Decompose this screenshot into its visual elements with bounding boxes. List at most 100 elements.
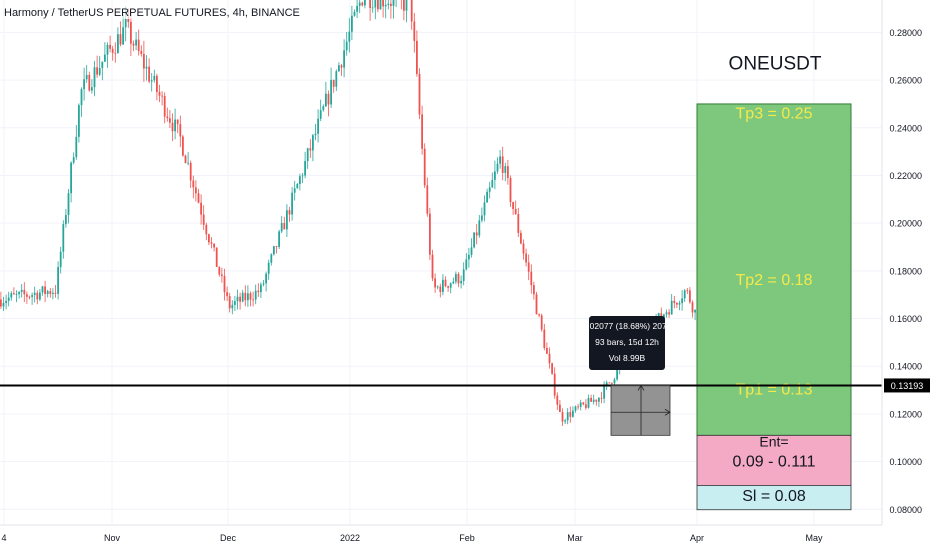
candle-body xyxy=(20,289,23,292)
candle-body xyxy=(353,11,356,16)
position-zones: Tp3 = 0.25 Tp2 = 0.18 Tp1 = 0.13 Ent= 0.09 -… xyxy=(696,54,852,511)
candle-body xyxy=(343,50,345,68)
candle-body xyxy=(600,397,603,399)
candle-body xyxy=(525,253,527,263)
candle-body xyxy=(236,296,239,302)
candle-body xyxy=(135,39,137,46)
candle-body xyxy=(616,369,618,380)
candle-body xyxy=(127,18,130,22)
candle-body xyxy=(59,251,62,268)
candle-body xyxy=(119,34,122,45)
candle-body xyxy=(499,156,501,164)
candle-body xyxy=(153,75,156,81)
candle-body xyxy=(564,420,566,422)
candle-body xyxy=(556,395,559,405)
candle-body xyxy=(332,79,335,87)
candle-body xyxy=(174,119,176,132)
candle-body xyxy=(239,296,241,302)
candle-body xyxy=(314,133,317,136)
current-price-label: 0.13193 xyxy=(891,381,924,391)
candle-body xyxy=(457,273,460,284)
candle-body xyxy=(572,410,574,417)
candle-body xyxy=(670,300,673,315)
candle-body xyxy=(124,18,127,28)
candle-body xyxy=(67,193,70,216)
entry-zone xyxy=(696,434,852,486)
candle-body xyxy=(504,166,507,173)
candle-body xyxy=(405,0,408,11)
candle-body xyxy=(223,276,226,293)
candle-body xyxy=(683,290,686,299)
candle-body xyxy=(5,300,7,304)
candle-body xyxy=(522,243,525,254)
candle-body xyxy=(200,202,202,215)
candle-body xyxy=(312,135,314,151)
candle-body xyxy=(270,254,273,263)
candle-body xyxy=(514,208,517,215)
candle-body xyxy=(613,379,616,384)
candle-body xyxy=(304,161,306,176)
candle-body xyxy=(322,106,325,111)
candle-body xyxy=(507,166,509,179)
x-tick-label: Feb xyxy=(459,533,475,543)
candle-body xyxy=(111,48,114,53)
candle-body xyxy=(145,66,148,69)
candle-body xyxy=(301,175,304,177)
candle-body xyxy=(390,3,392,6)
candle-body xyxy=(7,297,10,301)
candle-body xyxy=(39,292,41,300)
candle-body xyxy=(267,262,270,274)
measure-tooltip-line: Vol 8.99B xyxy=(609,353,646,363)
candle-body xyxy=(665,312,668,315)
candle-body xyxy=(140,50,143,54)
symbol-title: Harmony / TetherUS PERPETUAL FUTURES, 4h… xyxy=(4,7,300,19)
candle-body xyxy=(364,0,366,6)
y-tick-label: 0.22000 xyxy=(889,171,922,181)
candle-body xyxy=(10,293,13,298)
target-label-tp1: Tp1 = 0.13 xyxy=(736,381,813,398)
candle-body xyxy=(374,0,377,8)
candle-body xyxy=(176,119,179,125)
candle-body xyxy=(247,293,249,301)
candle-body xyxy=(166,116,169,119)
candle-body xyxy=(416,40,418,74)
candle-body xyxy=(603,385,605,399)
candle-body xyxy=(0,299,2,307)
candle-body xyxy=(293,188,296,193)
y-tick-label: 0.24000 xyxy=(889,123,922,133)
stop-loss-zone xyxy=(696,485,852,511)
candle-body xyxy=(361,2,364,6)
candle-body xyxy=(535,294,538,315)
candle-body xyxy=(143,53,145,69)
candle-body xyxy=(18,291,20,295)
candle-body xyxy=(436,286,439,288)
x-tick-label: 2022 xyxy=(340,533,360,543)
candle-body xyxy=(551,363,553,374)
candle-body xyxy=(148,66,150,82)
candle-body xyxy=(478,220,481,236)
y-tick-label: 0.18000 xyxy=(889,266,922,276)
chart-title: ONEUSDT xyxy=(729,54,822,75)
candle-body xyxy=(470,247,473,255)
candle-body xyxy=(452,281,455,284)
candle-body xyxy=(540,315,543,330)
candle-body xyxy=(423,148,426,186)
stop-loss-label: Sl = 0.08 xyxy=(742,488,806,505)
candle-body xyxy=(475,232,478,236)
profit-zone xyxy=(696,103,852,436)
candle-body xyxy=(410,0,413,22)
measure-tooltip xyxy=(589,316,665,370)
candle-body xyxy=(384,4,387,7)
candle-body xyxy=(75,136,78,158)
x-tick-label: 4 xyxy=(1,533,6,543)
candle-body xyxy=(582,402,585,405)
candle-body xyxy=(527,262,530,272)
candle-body xyxy=(611,382,613,384)
candle-body xyxy=(681,298,683,304)
candle-body xyxy=(244,292,247,301)
candle-body xyxy=(208,234,210,243)
candle-body xyxy=(431,254,434,279)
candle-body xyxy=(91,87,93,91)
